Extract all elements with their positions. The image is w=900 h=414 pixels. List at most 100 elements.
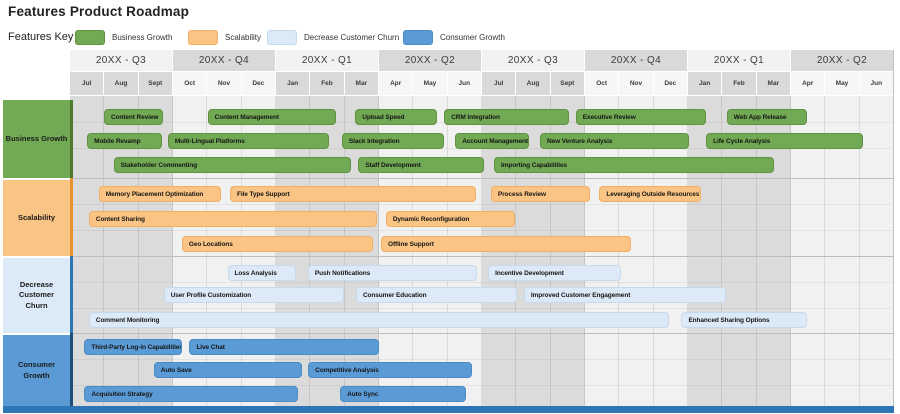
gantt-bar-web-app-release: Web App Release <box>726 109 808 125</box>
gantt-bar-mobile-revamp: Mobile Revamp <box>87 133 162 149</box>
bar-label: Offline Support <box>388 240 434 248</box>
grid-column <box>859 96 894 406</box>
gantt-bar-upload-speed: Upload Speed <box>355 109 438 125</box>
legend-item-decrease-customer-churn: Decrease Customer Churn <box>267 30 399 45</box>
bar-label: Loss Analysis <box>234 269 277 277</box>
month-header-cell: Jun <box>859 72 893 95</box>
grid-right-border <box>893 50 894 406</box>
bar-label: Live Chat <box>196 343 225 351</box>
lane-separator <box>70 178 894 179</box>
gantt-bar-stakeholder-commenting: Stakeholder Commenting <box>113 157 351 173</box>
legend-label: Scalability <box>225 33 262 42</box>
gantt-bar-push-notifications: Push Notifications <box>307 265 478 281</box>
month-header-cell: Feb <box>722 72 756 95</box>
gantt-bar-content-management: Content Management <box>207 109 336 125</box>
bar-label: Consumer Education <box>362 291 427 299</box>
gridline <box>70 385 894 386</box>
gantt-bar-auto-save: Auto Save <box>153 362 303 378</box>
lane-label: Decrease Customer Churn <box>18 280 54 310</box>
month-header-cell: Dec <box>653 72 687 95</box>
gantt-bar-importing-capabilities: Importing Capabilities <box>493 157 774 173</box>
quarter-header-cell: 20XX - Q3 <box>70 50 172 71</box>
quarter-header-cell: 20XX - Q2 <box>379 50 481 71</box>
gantt-bar-process-review: Process Review <box>490 186 591 202</box>
legend-item-scalability: Scalability <box>188 30 261 45</box>
gantt-bar-executive-review: Executive Review <box>575 109 706 125</box>
gantt-bar-memory-placement-optimization: Memory Placement Optimization <box>98 186 221 202</box>
gantt-bar-crm-integration: CRM Integration <box>444 109 569 125</box>
bar-label: CRM Integration <box>451 113 500 121</box>
gantt-bar-third-party-log-in-capabilities: Third-Party Log-in Capabilities <box>84 339 183 355</box>
gantt-bar-comment-monitoring: Comment Monitoring <box>88 312 670 328</box>
bar-label: Life Cycle Analysis <box>713 137 771 145</box>
lane-label: Consumer Growth <box>17 360 56 380</box>
page-title: Features Product Roadmap <box>8 4 190 19</box>
gantt-bar-new-venture-analysis: New Venture Analysis <box>539 133 689 149</box>
lane-accent-business-growth <box>70 100 73 178</box>
bar-label: Staff Development <box>365 161 421 169</box>
bar-label: Content Management <box>214 113 279 121</box>
bar-label: Process Review <box>497 190 546 198</box>
lane-header-business-growth: Business Growth <box>3 100 70 178</box>
bar-label: Stakeholder Commenting <box>120 161 198 169</box>
consumer-growth-swatch <box>403 30 433 45</box>
lane-separator <box>70 333 894 334</box>
gantt-bar-geo-locations: Geo Locations <box>181 236 373 252</box>
gantt-bar-competitive-analysis: Competitive Analysis <box>308 362 473 378</box>
bar-label: Slack Integration <box>348 137 400 145</box>
bar-label: Auto Sync <box>347 390 379 398</box>
bar-label: New Venture Analysis <box>546 137 613 145</box>
bar-label: Content Review <box>110 113 159 121</box>
gridline <box>70 359 894 360</box>
month-header-cell: Aug <box>104 72 138 95</box>
month-header-cell: Sept <box>138 72 172 95</box>
gantt-bar-multi-lingual-platforms: Multi-Lingual Platforms <box>167 133 329 149</box>
month-header-cell: Feb <box>310 72 344 95</box>
gridline <box>70 308 894 309</box>
month-header-cell: Sept <box>550 72 584 95</box>
bar-label: Content Sharing <box>95 215 145 223</box>
gantt-bar-improved-customer-engagement: Improved Customer Engagement <box>523 287 726 303</box>
gantt-bar-leveraging-outside-resources: Leveraging Outside Resources <box>599 186 702 202</box>
bar-label: Competitive Analysis <box>315 366 379 374</box>
lane-separator <box>70 256 894 257</box>
quarter-header-cell: 20XX - Q4 <box>173 50 275 71</box>
legend-item-consumer-growth: Consumer Growth <box>403 30 505 45</box>
gantt-bar-acquisition-strategy: Acquisition Strategy <box>84 386 299 402</box>
quarter-header-cell: 20XX - Q1 <box>276 50 378 71</box>
scalability-swatch <box>188 30 218 45</box>
month-header-cell: Nov <box>619 72 653 95</box>
bar-label: Memory Placement Optimization <box>105 190 204 198</box>
bar-label: Improved Customer Engagement <box>530 291 631 299</box>
lane-accent-scalability <box>70 178 73 256</box>
bar-label: Incentive Development <box>495 269 564 277</box>
gantt-bar-staff-development: Staff Development <box>358 157 485 173</box>
month-header-cell: Apr <box>791 72 825 95</box>
bar-label: Dynamic Reconfiguration <box>392 215 470 223</box>
gantt-bar-account-management: Account Management <box>455 133 530 149</box>
gantt-bar-content-review: Content Review <box>103 109 164 125</box>
bar-label: Acquisition Strategy <box>91 390 153 398</box>
month-header-cell: Jul <box>70 72 104 95</box>
month-header-cell: Jan <box>276 72 310 95</box>
legend-item-business-growth: Business Growth <box>75 30 172 45</box>
gantt-bar-offline-support: Offline Support <box>381 236 631 252</box>
bar-label: Upload Speed <box>362 113 405 121</box>
lane-header-consumer-growth: Consumer Growth <box>3 335 70 406</box>
bar-label: Push Notifications <box>314 269 371 277</box>
legend-label: Business Growth <box>112 33 173 42</box>
bar-label: Multi-Lingual Platforms <box>174 137 245 145</box>
lane-label: Business Growth <box>5 133 68 143</box>
bottom-border <box>3 406 894 413</box>
month-header-cell: Apr <box>379 72 413 95</box>
bar-label: Enhanced Sharing Options <box>688 316 770 324</box>
gridline <box>70 230 894 231</box>
gantt-bar-dynamic-reconfiguration: Dynamic Reconfiguration <box>385 211 515 227</box>
quarter-header-cell: 20XX - Q1 <box>688 50 790 71</box>
month-header-cell: May <box>413 72 447 95</box>
gantt-bar-consumer-education: Consumer Education <box>355 287 518 303</box>
gantt-bar-auto-sync: Auto Sync <box>340 386 466 402</box>
bar-label: File Type Support <box>236 190 290 198</box>
gantt-bar-file-type-support: File Type Support <box>229 186 477 202</box>
lane-header-scalability: Scalability <box>3 180 70 256</box>
